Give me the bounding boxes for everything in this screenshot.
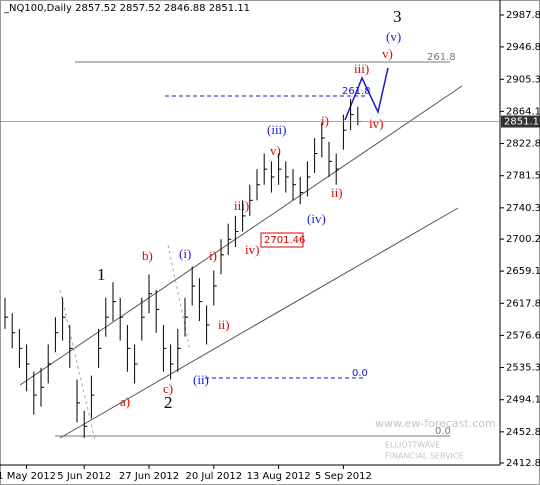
channel-line [19,85,463,386]
x-tick-label: 5 Jun 2012 [57,471,111,482]
wave-label: 3 [393,7,402,26]
wave-label: ii) [331,185,343,200]
y-tick-label: 2946.86 [506,42,540,53]
watermark-text: www.ew-forecast.com [375,417,496,430]
x-tick-label: 27 Jun 2012 [119,471,179,482]
y-tick-label: 2494.1 [506,395,540,406]
price-box [260,232,304,248]
wave-label: v) [270,143,281,158]
y-tick-label: 2905.35 [506,74,540,85]
projection [344,67,389,121]
trend-line [59,289,96,441]
wave-label: (i) [179,246,191,261]
wave-label: c) [163,381,173,396]
wave-label: iv) [369,116,383,131]
wave-label: iv) [245,242,259,257]
fib-label: 0.0 [352,368,368,379]
price-label: 2701.46 [264,235,305,246]
fib-label: 0.0 [435,426,451,437]
wave-label: a) [120,394,130,409]
y-tick-label: 2700.25 [506,234,540,245]
last-price-label: 2851.11 [504,117,540,128]
y-tick-label: 2781.56 [506,171,540,182]
wave-label: i) [321,113,329,128]
fib-label: 261.8 [342,86,371,97]
annotations: 3 (v) v) iii) 261.8 261.8 i) iv) (iii) v… [97,7,456,437]
wave-label: 1 [97,265,106,284]
wave-label: 2 [164,393,173,412]
last-price-box [501,115,540,128]
chart-title: _NQ100,Daily 2857.52 2857.52 2846.88 285… [3,3,250,14]
y-tick-label: 2617.84 [506,298,540,309]
wave-label: iii) [354,61,369,76]
watermark-text: ELLIOTTWAVE [385,441,440,450]
watermark: www.ew-forecast.com ELLIOTTWAVE FINANCIA… [375,417,496,461]
wave-label: (v) [386,29,401,44]
watermark-text: FINANCIAL SERVICE [385,452,464,461]
x-tick-label: 5 Sep 2012 [315,471,372,482]
x-tick-label: 13 Aug 2012 [247,471,311,482]
y-tick-label: 2822.85 [506,139,540,150]
wave-label: b) [142,248,153,263]
wave-label: ii) [218,317,230,332]
x-tick-label: 1 May 2012 [0,471,56,482]
y-tick-label: 2412.85 [506,458,540,469]
wave-label: iii) [234,198,249,213]
y-tick-label: 2535.35 [506,363,540,374]
wave-label: (iii) [267,122,287,137]
y-tick-label: 2740.35 [506,203,540,214]
wave-label: v) [382,46,393,61]
y-tick-label: 2659.11 [506,266,540,277]
y-tick-label: 2987.84 [506,10,540,21]
channel-line [59,207,459,439]
wave-label: (iv) [307,211,326,226]
wave-label: (ii) [193,372,209,387]
wave-label: i) [209,248,217,263]
y-tick-label: 2864.18 [506,106,540,117]
y-tick-label: 2452.85 [506,427,540,438]
y-tick-label: 2576.63 [506,330,540,341]
fib-label: 261.8 [427,52,456,63]
x-tick-label: 20 Jul 2012 [185,471,242,482]
